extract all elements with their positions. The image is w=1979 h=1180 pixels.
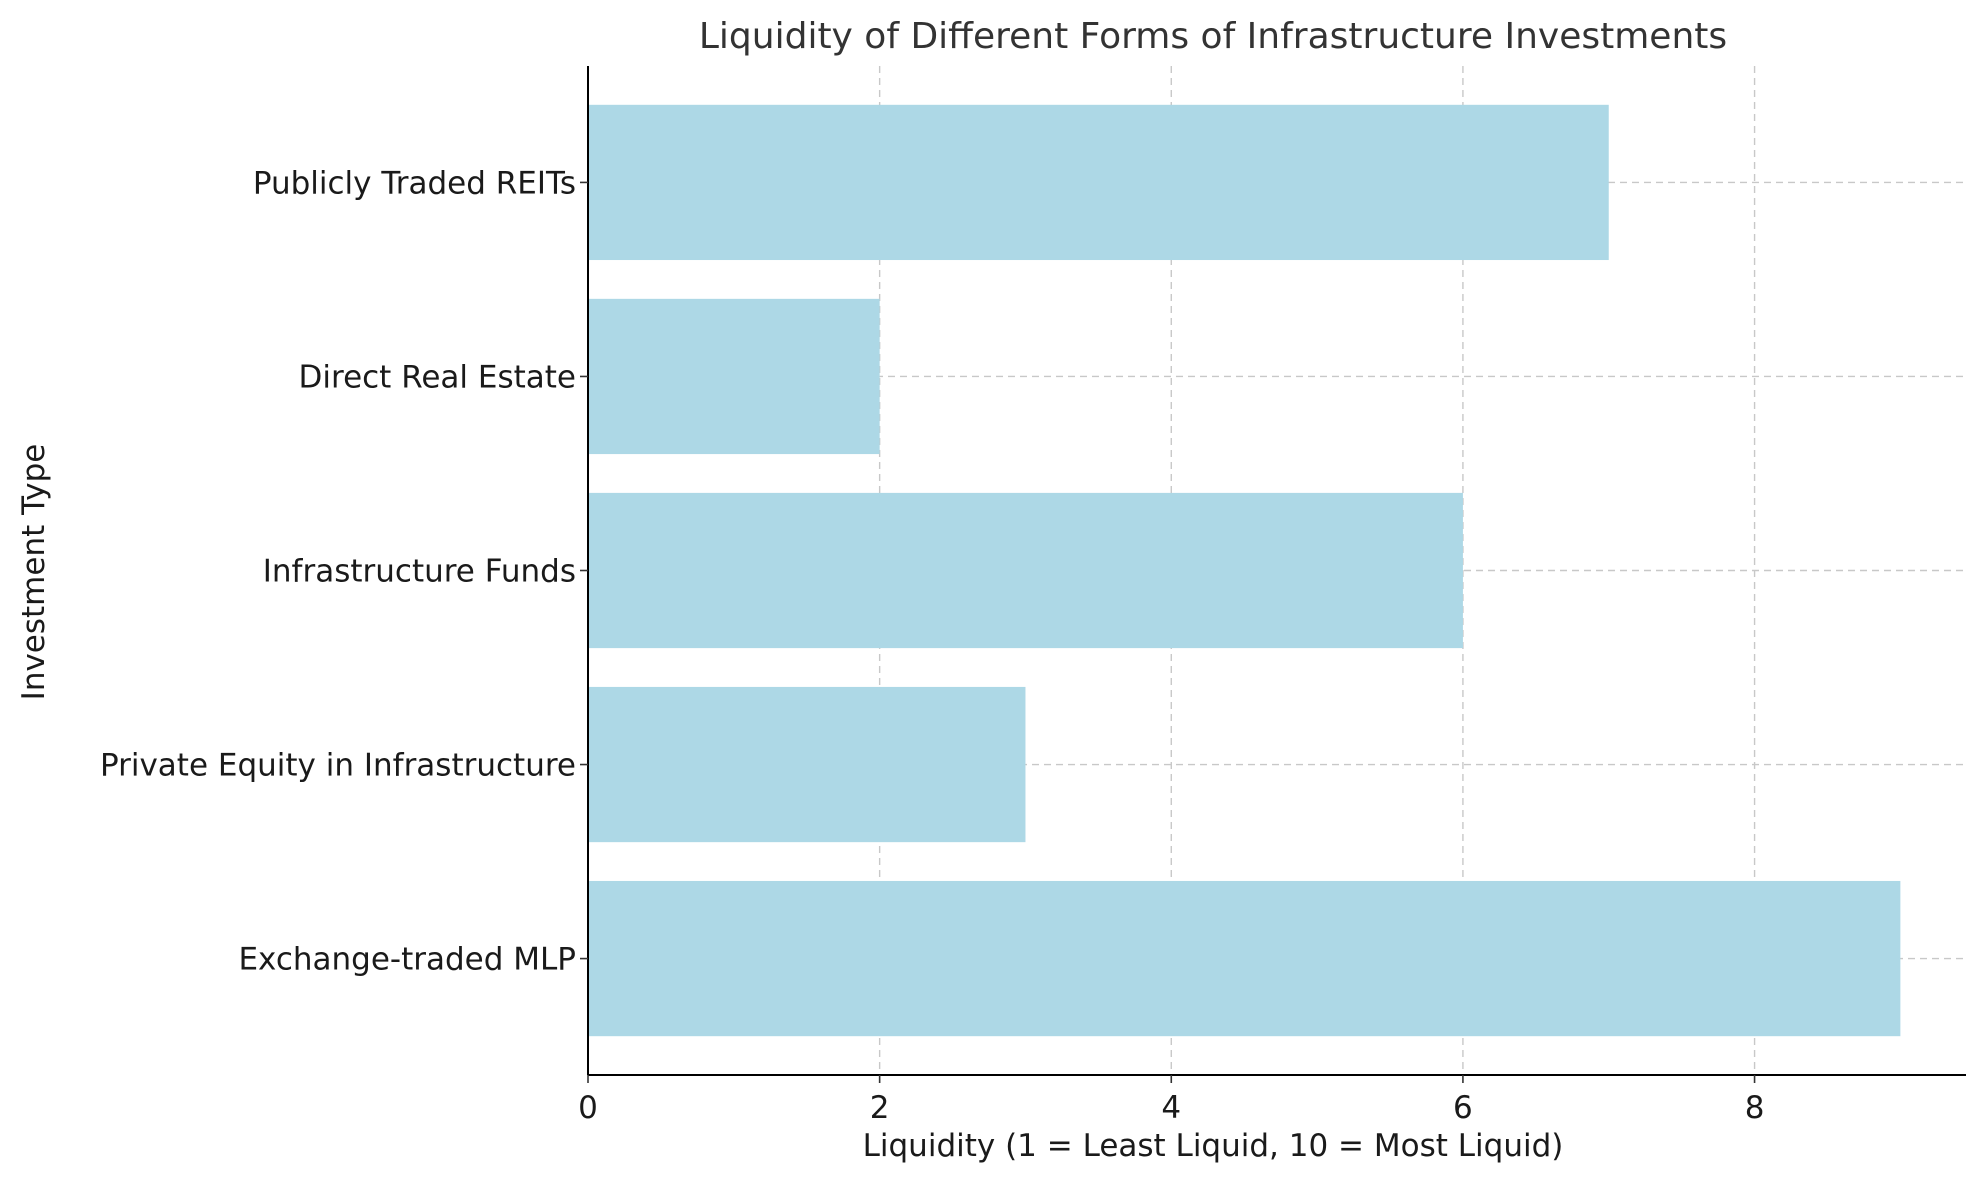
- y-tick-label: Publicly Traded REITs: [253, 165, 576, 201]
- y-tick-label: Private Equity in Infrastructure: [100, 748, 576, 784]
- y-tick-label: Infrastructure Funds: [263, 554, 576, 590]
- bar-publicly-traded-reits: [588, 104, 1609, 261]
- bar-exchange-traded-mlp: [588, 880, 1901, 1037]
- bars-layer: [588, 104, 1901, 1037]
- y-tick-label: Exchange-traded MLP: [238, 942, 576, 978]
- y-axis-label: Investment Type: [16, 444, 52, 701]
- chart-title: Liquidity of Different Forms of Infrastr…: [699, 16, 1727, 57]
- x-tick-label: 4: [1161, 1090, 1181, 1126]
- x-tick-label: 8: [1745, 1090, 1765, 1126]
- x-tick-label: 2: [870, 1090, 890, 1126]
- bar-direct-real-estate: [588, 298, 880, 455]
- ticks-layer: 0 2 4 6 8 Exchange-traded MLP Private Equity i…: [100, 165, 1764, 1126]
- bar-private-equity-in-infrastructure: [588, 686, 1026, 843]
- x-tick-label: 0: [578, 1090, 598, 1126]
- x-axis-label: Liquidity (1 = Least Liquid, 10 = Most L…: [863, 1128, 1564, 1164]
- y-tick-label: Direct Real Estate: [299, 359, 576, 395]
- bar-infrastructure-funds: [588, 492, 1463, 649]
- x-tick-label: 6: [1453, 1090, 1473, 1126]
